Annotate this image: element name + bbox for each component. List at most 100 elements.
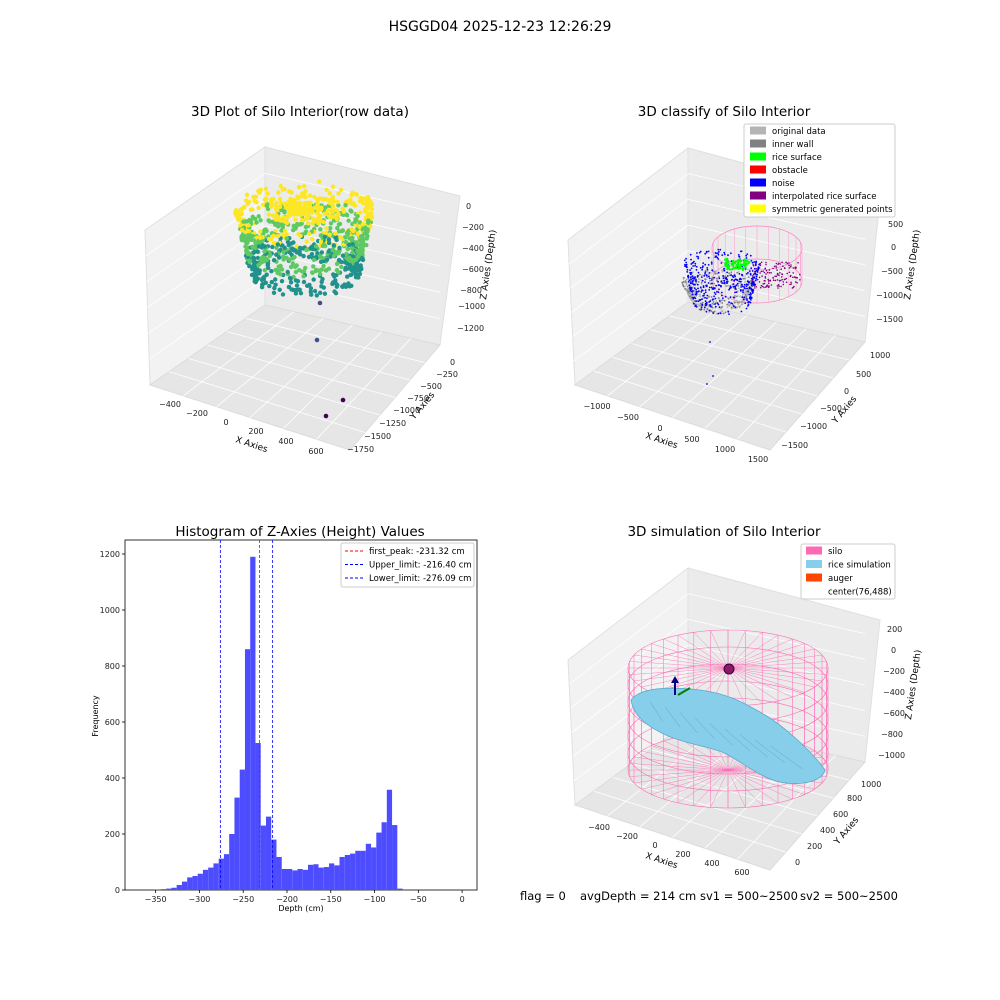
classify-original-point	[713, 310, 716, 313]
classify-noise-point	[736, 282, 739, 285]
classify-interpolated-point	[779, 263, 781, 265]
simulation-legend-swatch	[806, 587, 822, 595]
raw-point	[296, 196, 301, 201]
classify-interpolated-point	[776, 285, 779, 287]
classify-interpolated-point	[794, 281, 797, 283]
classify-noise-point	[717, 258, 720, 260]
classify-original-point	[682, 285, 685, 287]
raw-point	[245, 251, 251, 257]
classify-noise-point	[745, 283, 748, 286]
classify-noise-point	[739, 289, 742, 291]
histogram-y-tick-label: 1200	[100, 550, 120, 559]
classify-original-point	[707, 273, 710, 276]
classify-original-point	[709, 282, 712, 285]
raw-point	[280, 187, 285, 192]
raw-point	[336, 269, 341, 275]
histogram-bar	[202, 869, 209, 890]
classify-interpolated-point	[789, 265, 792, 268]
raw-point	[278, 200, 284, 206]
classify-noise-point	[705, 303, 708, 306]
raw-point	[273, 228, 278, 234]
classify-rice-surface-point	[739, 265, 742, 268]
raw-point	[353, 192, 359, 197]
classify-noise-point	[704, 263, 707, 266]
raw-point	[343, 235, 348, 240]
histogram-bar	[329, 863, 335, 890]
classify-noise-point	[718, 306, 721, 309]
classify-original-point	[744, 293, 747, 296]
classify-interpolated-point	[760, 286, 762, 289]
classify-original-point	[700, 279, 702, 281]
raw-point	[361, 201, 366, 206]
classify-noise-point	[687, 275, 689, 277]
classify-original-point	[701, 274, 703, 277]
raw-point	[252, 244, 258, 250]
histogram-bar	[208, 867, 214, 890]
classify-interpolated-point	[763, 282, 766, 285]
classify-original-point	[722, 312, 725, 315]
raw-point	[287, 257, 292, 262]
raw-point	[283, 202, 288, 208]
raw-point	[289, 190, 294, 195]
classify-noise-point	[731, 278, 733, 281]
classify-noise-point	[695, 278, 697, 281]
classify-rice-surface-point	[747, 260, 751, 264]
classify-noise-point	[752, 291, 754, 294]
classify-original-point	[724, 311, 727, 314]
classify-rice-surface-point	[737, 267, 740, 270]
classify-original-point	[742, 294, 744, 296]
classify-noise-point	[705, 274, 708, 277]
classify-noise-point	[694, 262, 697, 265]
classify-noise-point	[702, 262, 705, 264]
classify-rice-surface-point	[737, 263, 740, 266]
histogram-bar	[160, 889, 167, 890]
raw-point	[354, 261, 359, 267]
classify-legend-label: noise	[772, 179, 795, 189]
raw-point	[297, 268, 302, 273]
classify-legend-label: obstacle	[772, 166, 808, 176]
classify-noise-point	[722, 277, 725, 280]
histogram-bar	[308, 864, 314, 890]
classify-noise-point	[730, 274, 733, 277]
classify-noise-point	[692, 265, 694, 267]
silo-wire-spoke	[663, 638, 729, 669]
silo-wire-spoke	[727, 661, 827, 669]
classify-noise-point	[745, 254, 748, 257]
classify-x-tick: −500	[617, 413, 639, 422]
footer-flag: flag = 0	[520, 889, 566, 903]
raw-point	[258, 235, 263, 240]
gridline	[145, 173, 266, 257]
raw-point	[353, 219, 358, 224]
classify-noise-point	[747, 290, 749, 293]
raw-point	[315, 197, 321, 202]
gridline	[687, 644, 866, 686]
classify-noise-point	[751, 278, 754, 281]
classify-noise-point	[697, 287, 699, 290]
classify-noise-point	[690, 271, 693, 274]
classify-noise-point	[706, 267, 709, 269]
classify-original-point	[713, 282, 715, 285]
classify-interpolated-point	[790, 283, 793, 285]
classify-z-tick: −1000	[876, 291, 903, 300]
classify-rice-surface-point	[740, 259, 743, 262]
simulation-y-tick: 800	[847, 794, 862, 803]
simulation-z-tick: −800	[881, 730, 903, 739]
classify-noise-point	[710, 263, 713, 265]
classify-original-point	[748, 289, 751, 292]
raw-point	[282, 210, 287, 215]
classify-original-point	[706, 276, 709, 279]
raw-point	[250, 214, 255, 219]
raw-point	[314, 216, 320, 221]
raw-point	[251, 258, 257, 264]
gridline	[148, 252, 266, 334]
silo-wire-spoke	[693, 632, 729, 669]
classify-interpolated-point	[760, 270, 763, 273]
classify-rice-surface-point	[731, 259, 735, 263]
classify-noise-point	[718, 288, 720, 291]
classify-interpolated-point	[762, 270, 764, 273]
silo-wire-spoke	[727, 667, 823, 682]
classify-noise-point	[699, 250, 702, 253]
raw-point	[268, 197, 273, 203]
raw-z-tick: −800	[460, 286, 482, 295]
raw-point	[329, 214, 334, 220]
